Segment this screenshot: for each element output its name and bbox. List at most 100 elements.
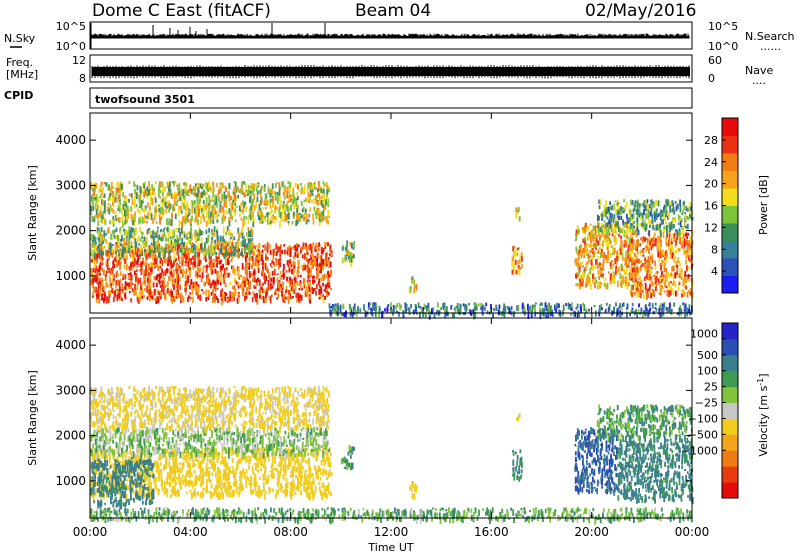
power-echo-cell — [327, 185, 330, 189]
power-echo-cell — [236, 249, 238, 252]
power-echo-cell — [668, 231, 671, 238]
power-echo-cell — [109, 242, 112, 249]
nave-label: Nave — [745, 64, 773, 77]
power-echo-cell — [616, 202, 619, 207]
power-echo-cell — [613, 214, 616, 219]
power-echo-cell — [610, 265, 612, 269]
power-echo-cell — [145, 265, 147, 272]
power-echo-cell — [261, 217, 264, 221]
power-echo-cell — [274, 207, 276, 211]
power-echo-cell — [607, 240, 610, 248]
power-echo-cell — [587, 225, 590, 231]
power-echo-cell — [617, 203, 620, 211]
power-colorbar-segment — [722, 205, 738, 224]
power-echo-cell — [375, 306, 377, 314]
power-echo-cell — [638, 210, 641, 216]
power-echo-cell — [240, 209, 243, 213]
power-echo-cell — [415, 308, 417, 312]
power-echo-cell — [602, 273, 604, 276]
power-echo-cell — [99, 231, 102, 236]
power-echo-cell — [121, 246, 124, 253]
power-echo-cell — [442, 303, 444, 308]
power-echo-cell — [340, 305, 343, 308]
power-echo-cell — [408, 308, 410, 312]
power-echo-cell — [539, 312, 542, 320]
power-echo-cell — [633, 259, 636, 265]
power-echo-cell — [223, 200, 226, 208]
power-echo-cell — [213, 247, 216, 250]
power-echo-cell — [614, 217, 617, 223]
power-echo-cell — [306, 279, 309, 286]
power-echo-cell — [108, 247, 110, 252]
power-echo-cell — [244, 201, 247, 206]
power-echo-cell — [609, 206, 612, 211]
power-echo-cell — [620, 240, 622, 246]
power-echo-cell — [222, 241, 225, 246]
power-echo-cell — [170, 290, 172, 296]
power-echo-cell — [618, 234, 620, 237]
power-echo-cell — [138, 295, 141, 302]
power-echo-cell — [288, 267, 291, 272]
power-echo-cell — [141, 189, 144, 194]
power-echo-cell — [546, 308, 549, 315]
power-echo-cell — [598, 216, 600, 221]
power-echo-cell — [208, 289, 210, 297]
power-echo-cell — [164, 292, 167, 300]
power-echo-cell — [603, 281, 606, 284]
power-echo-cell — [216, 262, 218, 268]
power-echo-cell — [212, 204, 214, 211]
power-echo-cell — [124, 247, 127, 253]
power-echo-cell — [129, 229, 132, 237]
power-echo-cell — [462, 303, 465, 307]
power-echo-cell — [102, 248, 104, 256]
power-echo-cell — [116, 290, 119, 293]
power-echo-cell — [254, 286, 257, 289]
power-echo-cell — [187, 253, 190, 259]
power-echo-cell — [175, 289, 178, 297]
power-echo-cell — [634, 200, 637, 204]
power-echo-cell — [149, 262, 151, 268]
power-echo-cell — [255, 244, 257, 248]
power-echo-cell — [549, 307, 552, 314]
power-echo-cell — [684, 233, 687, 237]
power-echo-cell — [220, 259, 223, 262]
power-echo-cell — [136, 192, 138, 200]
power-echo-cell — [665, 267, 668, 273]
power-echo-cell — [681, 289, 684, 293]
power-echo-cell — [611, 216, 614, 221]
power-echo-cell — [325, 182, 328, 188]
power-echo-cell — [139, 186, 142, 193]
power-echo-cell — [241, 227, 243, 233]
power-echo-cell — [659, 305, 662, 310]
power-echo-cell — [160, 285, 163, 293]
power-echo-cell — [106, 270, 108, 274]
power-echo-cell — [208, 196, 211, 204]
power-echo-cell — [135, 245, 138, 252]
power-echo-cell — [141, 288, 143, 296]
power-echo-cell — [215, 244, 217, 250]
power-echo-cell — [282, 219, 285, 222]
power-echo-cell — [531, 310, 534, 313]
power-echo-cell — [327, 282, 329, 287]
power-echo-cell — [628, 261, 631, 267]
power-echo-cell — [294, 261, 296, 268]
power-echo-cell — [115, 236, 118, 240]
power-echo-cell — [675, 239, 677, 246]
power-echo-cell — [273, 216, 276, 221]
power-echo-cell — [671, 255, 674, 259]
power-echo-cell — [570, 312, 573, 316]
power-echo-cell — [689, 236, 692, 242]
power-echo-cell — [309, 193, 312, 197]
power-echo-cell — [453, 312, 456, 318]
power-echo-cell — [682, 302, 684, 306]
power-echo-cell — [106, 229, 109, 234]
power-echo-cell — [111, 244, 114, 247]
power-echo-cell — [163, 293, 166, 299]
power-echo-cell — [648, 274, 650, 281]
power-echo-cell — [214, 239, 216, 244]
power-echo-cell — [652, 288, 654, 295]
power-echo-cell — [209, 205, 212, 209]
power-echo-cell — [274, 183, 277, 188]
power-echo-cell — [634, 275, 636, 281]
power-echo-cell — [296, 252, 298, 256]
